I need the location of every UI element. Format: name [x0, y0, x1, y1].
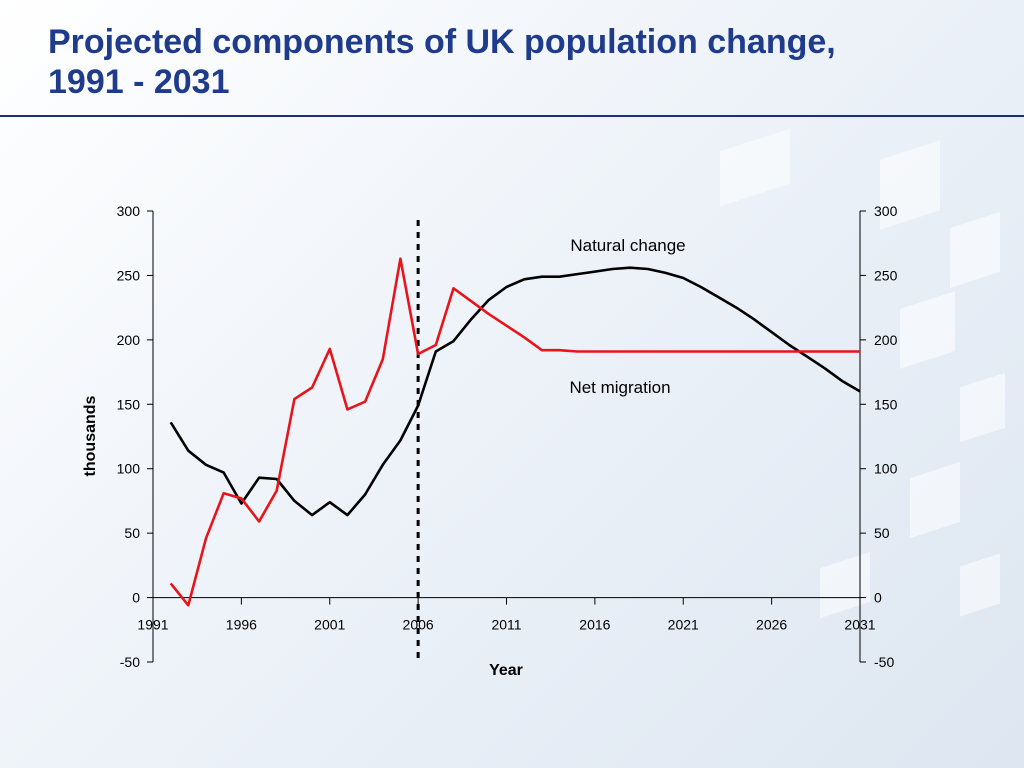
x-tick-label: 2021 — [668, 617, 699, 633]
series-layer — [169, 257, 861, 607]
series-line-net-migration — [169, 257, 860, 607]
right-y-tick-label: 150 — [874, 396, 898, 412]
right-y-axis: 300 250 200 150 100 50 0 -50 — [859, 203, 898, 670]
title-line-1: Projected components of UK population ch… — [48, 23, 836, 61]
x-tick-label: 2026 — [756, 617, 787, 633]
x-tick-label: 1996 — [226, 617, 257, 633]
right-y-tick-label: 50 — [874, 525, 890, 541]
page-title: Projected components of UK population ch… — [48, 22, 836, 102]
title-line-2: 1991 - 2031 — [48, 63, 230, 101]
x-tick-label: 2011 — [491, 617, 521, 633]
x-axis-label: Year — [489, 662, 523, 679]
x-tick-label: 2001 — [314, 617, 345, 633]
left-y-tick-label: 0 — [132, 590, 140, 606]
right-y-tick-label: 300 — [874, 203, 898, 219]
left-y-tick-label: 300 — [117, 203, 141, 219]
right-y-tick-label: 200 — [874, 332, 898, 348]
series-label-net-migration: Net migration — [569, 378, 670, 397]
right-y-tick-label: 0 — [874, 590, 882, 606]
x-tick-label: 2006 — [403, 617, 434, 633]
left-y-tick-label: 200 — [117, 332, 141, 348]
right-y-tick-label: 100 — [874, 461, 898, 477]
left-y-axis: 300 250 200 150 100 50 0 -50 — [117, 203, 154, 670]
series-label-natural-change: Natural change — [570, 236, 685, 255]
x-tick-label: 2031 — [844, 617, 875, 633]
left-y-tick-label: 150 — [117, 396, 141, 412]
left-y-tick-label: 100 — [117, 461, 141, 477]
right-y-tick-label: 250 — [874, 267, 898, 283]
left-y-tick-label: 250 — [117, 267, 141, 283]
left-y-tick-label: -50 — [120, 654, 140, 670]
x-tick-label: 1991 — [137, 617, 168, 633]
series-line-natural-change — [169, 266, 861, 517]
x-tick-label: 2016 — [579, 617, 610, 633]
x-axis: 1991 1996 2001 2006 2011 2016 2021 2026 2031 — [137, 597, 876, 633]
y-axis-label: thousands — [82, 395, 99, 476]
title-divider — [0, 115, 1024, 117]
right-y-tick-label: -50 — [874, 654, 894, 670]
series-labels: Natural change Net migration — [569, 236, 685, 397]
left-y-tick-label: 50 — [124, 525, 140, 541]
